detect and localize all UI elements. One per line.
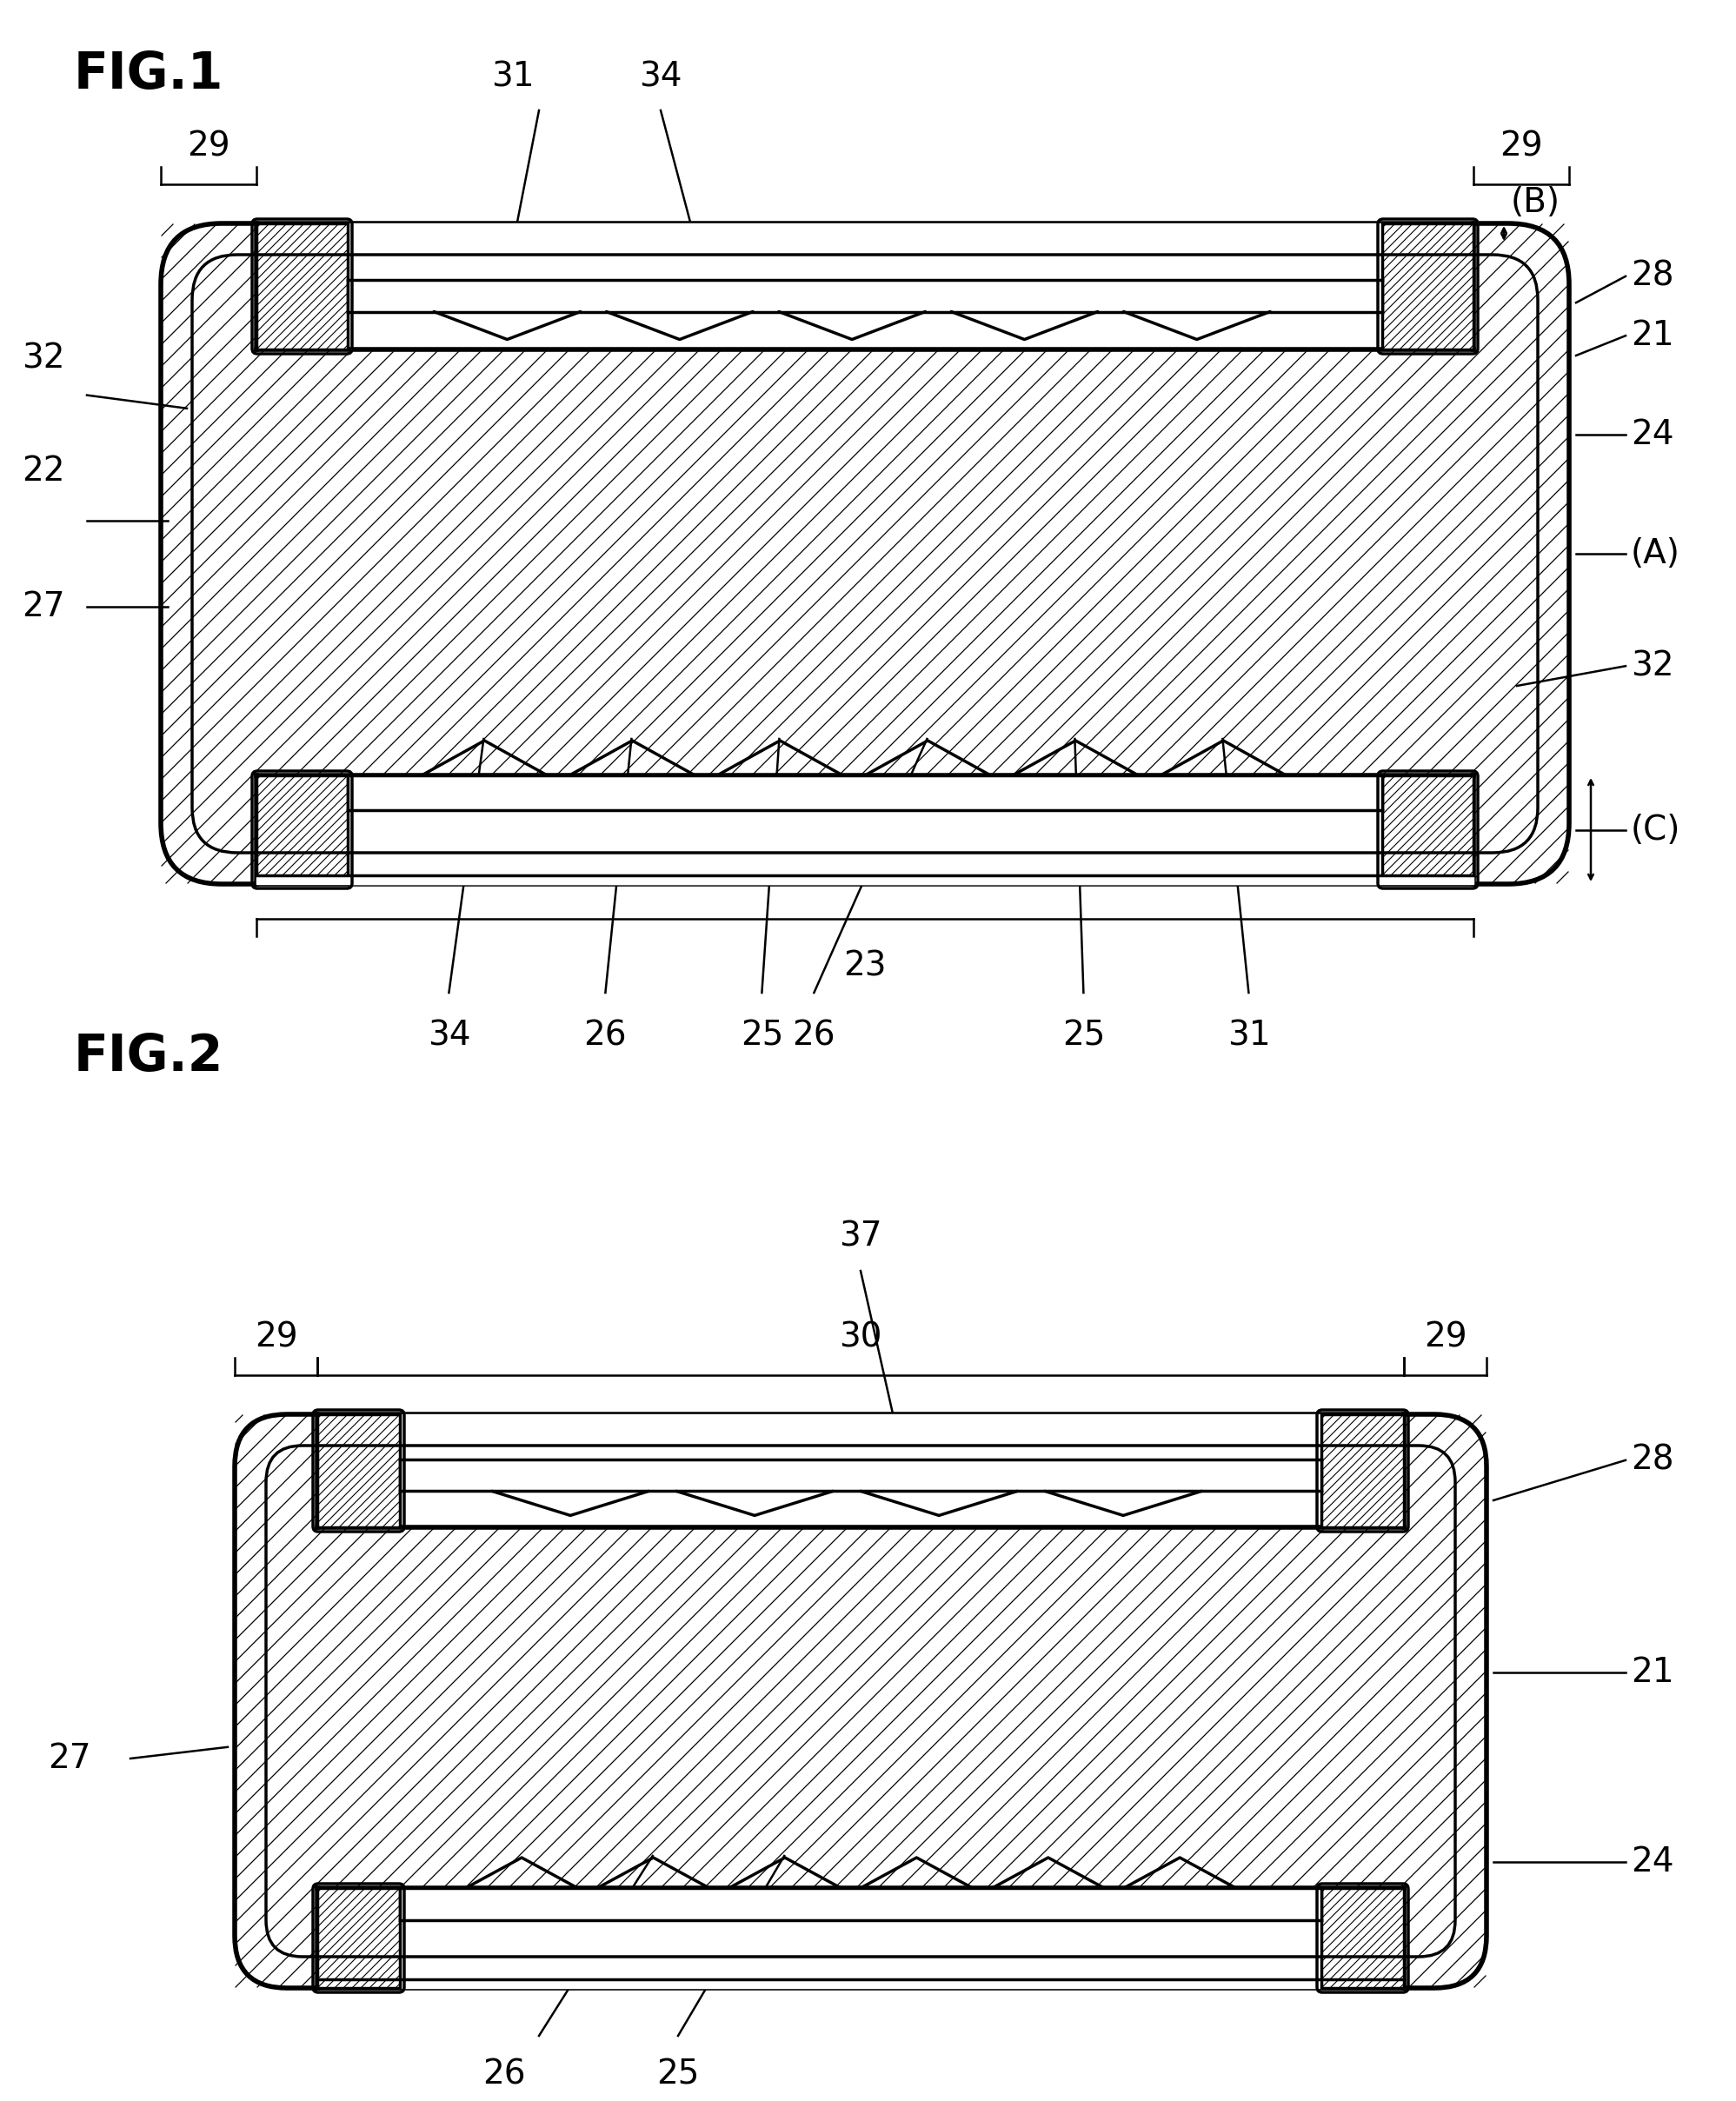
Text: 28: 28 [1630,1443,1674,1477]
Polygon shape [399,1460,1321,1492]
FancyBboxPatch shape [234,1414,1486,1988]
Polygon shape [347,279,1382,311]
Bar [257,775,347,885]
Text: 26: 26 [792,1019,835,1053]
Polygon shape [257,223,1474,349]
FancyBboxPatch shape [161,223,1569,885]
Text: 26: 26 [583,1019,627,1053]
Text: (B): (B) [1510,187,1561,219]
Text: 26: 26 [483,2057,526,2090]
Text: FIG.1: FIG.1 [75,50,224,99]
Text: 24: 24 [1630,1845,1674,1878]
Text: 29: 29 [187,130,231,162]
Text: 21: 21 [1630,319,1674,353]
Text: (C): (C) [1630,813,1680,847]
Text: 34: 34 [639,61,682,92]
Text: 29: 29 [255,1319,297,1353]
Text: 23: 23 [844,950,887,983]
Text: 21: 21 [1630,1656,1674,1689]
Bar [318,1889,399,1988]
Text: 29: 29 [1424,1319,1467,1353]
Text: 25: 25 [740,1019,783,1053]
Text: 34: 34 [427,1019,470,1053]
Bar [1382,775,1474,885]
Text: 25: 25 [656,2057,700,2090]
Text: 30: 30 [838,1319,882,1353]
Polygon shape [318,1414,1404,1527]
Polygon shape [318,1889,1404,1988]
Bar [318,1414,399,1527]
Text: 31: 31 [1227,1019,1271,1053]
Bar [257,223,347,349]
Text: 24: 24 [1630,418,1674,452]
Text: 22: 22 [23,454,64,487]
Text: 37: 37 [838,1221,882,1254]
Text: (A): (A) [1630,538,1680,569]
Bar [1382,223,1474,349]
Text: 27: 27 [23,590,64,624]
Text: 25: 25 [1062,1019,1104,1053]
Text: 31: 31 [491,61,535,92]
Text: 29: 29 [1500,130,1543,162]
Bar [1321,1414,1404,1527]
Bar [1321,1889,1404,1988]
Polygon shape [399,1889,1321,1920]
Text: 32: 32 [1630,649,1674,683]
Polygon shape [257,775,1474,885]
Polygon shape [347,775,1382,811]
Text: 28: 28 [1630,261,1674,292]
Text: 32: 32 [23,342,64,376]
Text: FIG.2: FIG.2 [75,1032,224,1082]
Polygon shape [257,876,1474,885]
Text: 27: 27 [49,1742,90,1775]
